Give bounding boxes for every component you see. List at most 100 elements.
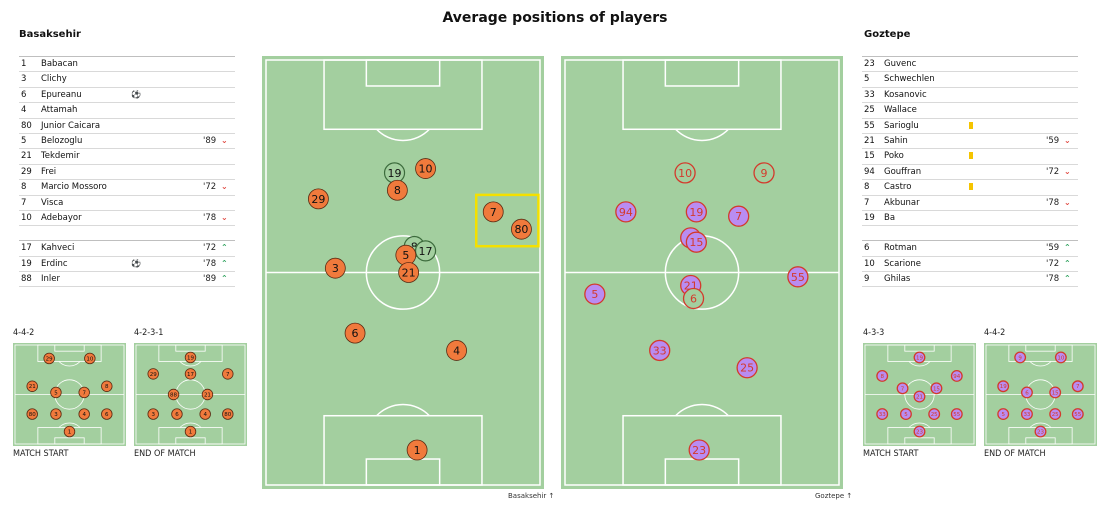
pitch-markings [265, 59, 541, 486]
svg-text:19: 19 [388, 167, 402, 180]
svg-text:33: 33 [653, 344, 667, 357]
home-roster: 1 Babacan 3 Clichy 6 Epureanu ⚽ 4 Attamah 80 Junio… [19, 56, 235, 288]
player-number: 9 [864, 274, 870, 285]
player-marker-19: 19 [997, 380, 1010, 393]
svg-text:80: 80 [514, 223, 528, 236]
substitution-time: '78 [1046, 274, 1060, 285]
player-marker-21: 21 [398, 262, 420, 283]
player-marker-94: 94 [950, 370, 963, 382]
player-name: Ba [884, 212, 896, 223]
player-number: 88 [21, 274, 32, 285]
svg-text:17: 17 [419, 245, 433, 258]
roster-row: 3 Clichy [19, 72, 235, 88]
svg-text:94: 94 [953, 374, 960, 380]
player-marker-7: 7 [728, 205, 750, 227]
svg-text:10: 10 [419, 163, 433, 176]
player-name: Inler [41, 274, 60, 285]
player-number: 19 [21, 258, 32, 269]
direction-arrow-icon: ↑ [846, 492, 853, 500]
away-match-start-label: MATCH START [863, 449, 919, 459]
ball-icon: ⚽ [131, 89, 141, 99]
player-marker-3: 3 [50, 408, 62, 420]
player-name: Akbunar [884, 197, 920, 208]
player-name: Marcio Mossoro [41, 182, 107, 193]
svg-text:7: 7 [1076, 384, 1080, 390]
player-name: Rotman [884, 243, 917, 254]
player-name: Ghilas [884, 274, 911, 285]
svg-text:6: 6 [352, 327, 359, 340]
roster-row: 94 Gouffran '72 ⌄ [862, 165, 1078, 181]
arrow-up-icon: ⌃ [1064, 258, 1071, 268]
player-marker-55: 55 [950, 408, 963, 421]
home-pitch-caption: Basaksehir ↑ [508, 492, 555, 500]
player-marker-17: 17 [184, 368, 197, 380]
player-marker-5: 5 [997, 408, 1010, 421]
player-marker-7: 7 [222, 368, 234, 380]
roster-row: 88 Inler '89 ⌃ [19, 272, 235, 288]
player-number: 19 [864, 212, 875, 223]
player-marker-6: 6 [344, 322, 366, 344]
player-marker-80: 80 [222, 408, 234, 420]
svg-text:55: 55 [791, 271, 805, 284]
svg-text:9: 9 [761, 167, 768, 180]
player-marker-21: 21 [913, 390, 926, 403]
player-name: Visca [41, 197, 64, 208]
arrow-up-icon: ⌃ [1064, 274, 1071, 284]
player-marker-15: 15 [930, 382, 943, 395]
svg-text:5: 5 [54, 390, 58, 396]
player-name: Adebayor [41, 212, 82, 223]
svg-text:5: 5 [1001, 412, 1005, 418]
roster-row: 6 Rotman '59 ⌃ [862, 241, 1078, 257]
player-marker-21: 21 [201, 388, 214, 401]
roster-row: 10 Scarione '72 ⌃ [862, 257, 1078, 273]
player-number: 4 [21, 105, 27, 116]
player-name: Guvenc [884, 59, 917, 69]
svg-text:23: 23 [692, 444, 706, 457]
svg-text:3: 3 [151, 412, 155, 418]
player-marker-9: 9 [753, 162, 775, 184]
player-name: Junior Caicara [41, 120, 101, 131]
svg-text:6: 6 [105, 412, 109, 418]
player-marker-25: 25 [928, 408, 941, 421]
player-marker-80: 80 [26, 408, 38, 420]
player-marker-7: 7 [482, 201, 504, 223]
player-name: Schwechlen [884, 74, 935, 85]
player-name: Sahin [884, 135, 908, 146]
away-formation-start: 4-3-3 [863, 328, 885, 338]
svg-text:7: 7 [490, 206, 497, 219]
roster-row: 5 Belozoglu '89 ⌄ [19, 134, 235, 150]
yellow-card-icon [969, 152, 973, 160]
player-marker-6: 6 [171, 408, 183, 420]
svg-text:19: 19 [187, 355, 194, 361]
player-marker-7: 7 [78, 386, 90, 399]
svg-text:19: 19 [689, 206, 703, 219]
svg-text:21: 21 [204, 392, 211, 398]
player-name: Clichy [41, 74, 67, 85]
roster-row: 9 Ghilas '78 ⌃ [862, 272, 1078, 288]
svg-text:25: 25 [931, 412, 938, 418]
away-start-formation-pitch: 19 8 94 7 15 21 33 5 25 55 23 [863, 343, 976, 446]
svg-text:21: 21 [29, 384, 36, 390]
player-number: 21 [21, 151, 32, 162]
player-number: 15 [864, 151, 875, 162]
arrow-down-icon: ⌄ [1064, 166, 1071, 176]
substitution-time: '72 [203, 243, 217, 254]
svg-text:15: 15 [1052, 390, 1059, 396]
substitution-time: '89 [203, 135, 217, 146]
player-marker-23: 23 [688, 439, 710, 461]
player-number: 6 [21, 89, 27, 100]
arrow-down-icon: ⌄ [221, 135, 228, 145]
player-number: 17 [21, 243, 32, 254]
roster-row: 8 Marcio Mossoro '72 ⌄ [19, 180, 235, 196]
player-marker-55: 55 [787, 266, 809, 288]
svg-text:29: 29 [46, 356, 53, 362]
player-marker-29: 29 [147, 368, 159, 380]
player-marker-10: 10 [415, 158, 436, 179]
player-marker-17: 17 [414, 240, 437, 262]
roster-row: 23 Guvenc [862, 57, 1078, 73]
arrow-up-icon: ⌃ [221, 274, 228, 284]
substitution-time: '59 [1046, 243, 1060, 254]
svg-text:6: 6 [1025, 390, 1029, 396]
player-marker-8: 8 [101, 380, 113, 392]
player-name: Frei [41, 166, 57, 177]
